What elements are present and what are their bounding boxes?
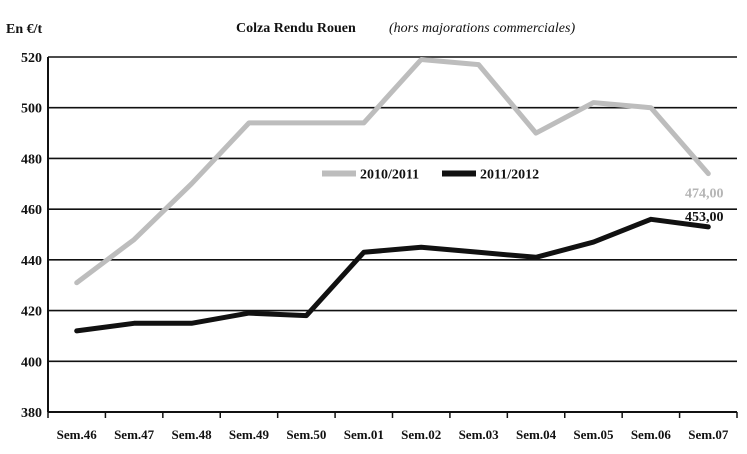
y-tick-label: 500 bbox=[21, 102, 42, 117]
x-tick-label: Sem.46 bbox=[57, 427, 98, 442]
end-value-label-1: 453,00 bbox=[685, 210, 724, 225]
series-layer bbox=[74, 57, 711, 334]
chart-subtitle: (hors majorations commerciales) bbox=[389, 21, 575, 36]
x-tick-label: Sem.50 bbox=[286, 427, 326, 442]
y-tick-label: 460 bbox=[21, 203, 42, 218]
legend-label-1: 2011/2012 bbox=[480, 168, 539, 183]
legend-label-0: 2010/2011 bbox=[360, 168, 419, 183]
y-tick-label: 440 bbox=[21, 254, 42, 269]
y-axis-label: En €/t bbox=[6, 22, 43, 37]
x-tick-label: Sem.01 bbox=[344, 427, 384, 442]
y-tick-label: 520 bbox=[21, 51, 42, 66]
x-tick-label: Sem.05 bbox=[573, 427, 614, 442]
gridlines bbox=[47, 56, 737, 413]
legend: 2010/2011 2011/2012 bbox=[322, 168, 539, 183]
y-tick-label: 380 bbox=[21, 406, 42, 421]
chart-title: Colza Rendu Rouen bbox=[236, 21, 356, 36]
y-tick-label: 420 bbox=[21, 305, 42, 320]
x-tick-label: Sem.03 bbox=[459, 427, 500, 442]
x-tick-label: Sem.49 bbox=[229, 427, 270, 442]
x-tick-label: Sem.06 bbox=[631, 427, 672, 442]
x-tick-label: Sem.07 bbox=[688, 427, 729, 442]
x-axis: Sem.46 Sem.47 Sem.48 Sem.49 Sem.50 Sem.01 Sem.… bbox=[47, 412, 738, 442]
y-tick-label: 400 bbox=[21, 355, 42, 370]
end-labels: 474,00 453,00 bbox=[685, 187, 724, 225]
y-tick-label: 480 bbox=[21, 152, 42, 167]
x-tick-label: Sem.04 bbox=[516, 427, 557, 442]
series-line-1 bbox=[74, 216, 711, 334]
x-tick-label: Sem.47 bbox=[114, 427, 155, 442]
y-axis: 380 400 420 440 460 480 500 520 bbox=[21, 51, 42, 421]
end-value-label-0: 474,00 bbox=[685, 187, 724, 202]
x-tick-label: Sem.02 bbox=[401, 427, 441, 442]
x-tick-label: Sem.48 bbox=[171, 427, 212, 442]
series-line-0 bbox=[74, 57, 711, 286]
